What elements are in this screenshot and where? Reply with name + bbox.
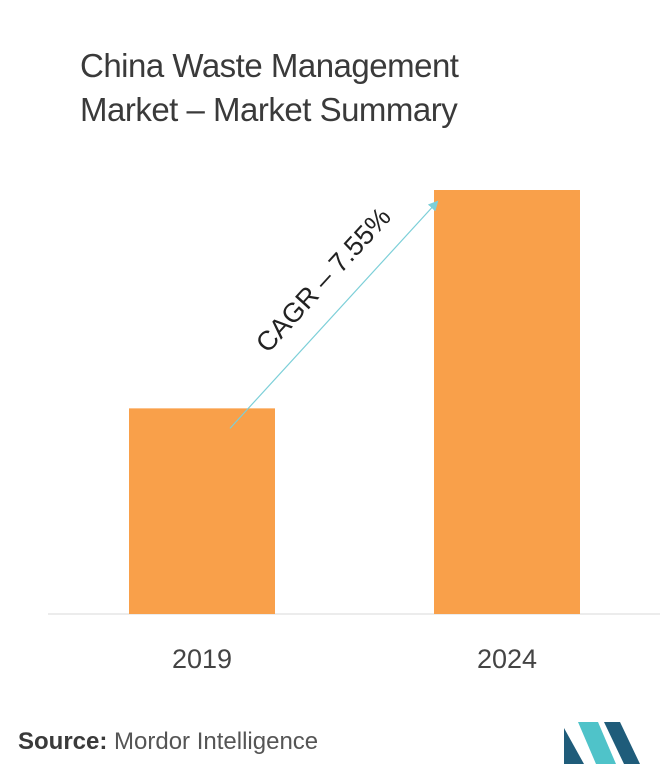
chart-title: China Waste Management Market – Market S…	[80, 44, 600, 132]
source-label: Source:	[18, 728, 108, 755]
chart-title-line-2: Market – Market Summary	[80, 91, 458, 128]
source-text: Mordor Intelligence	[114, 728, 319, 755]
bar-2019	[129, 408, 275, 614]
chart-title-line-1: China Waste Management	[80, 47, 459, 84]
bar-chart: CAGR – 7.55% 2019 2024	[48, 190, 660, 674]
x-tick-label-2019: 2019	[172, 644, 232, 674]
x-tick-label-2024: 2024	[477, 644, 537, 674]
bar-2024	[434, 190, 580, 614]
logo-shape-left	[564, 728, 584, 764]
source-note: Source: Mordor Intelligence	[18, 728, 318, 756]
mordor-intelligence-logo	[564, 722, 640, 764]
cagr-arrow	[229, 200, 439, 429]
cagr-annotation: CAGR – 7.55%	[250, 202, 397, 358]
logo-shape-right	[604, 722, 640, 764]
logo-shape-mid	[578, 722, 616, 764]
